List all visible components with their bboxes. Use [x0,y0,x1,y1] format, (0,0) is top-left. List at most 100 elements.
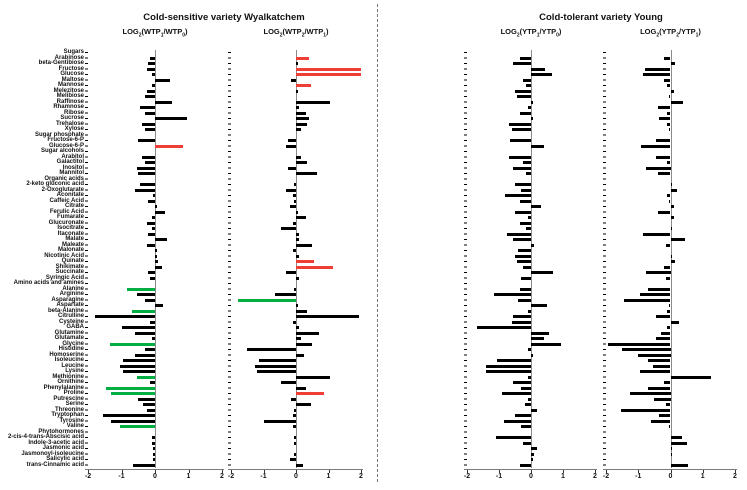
bar-melezitose-panel-1 [146,89,155,93]
bar-isoleucine-panel-3 [497,359,531,363]
bar-xylose-panel-4 [668,128,671,132]
row-label-citrate: Citrate [64,203,84,209]
bar-sucrose-panel-2 [296,117,309,121]
bar-putrescine-panel-1 [138,397,155,401]
bar-succinate-panel-2 [286,271,296,275]
bar-glucuronate-panel-1 [146,221,155,225]
bar-arabinose-panel-4 [664,56,671,60]
bar-arginine-panel-2 [274,293,296,297]
bar-homoserine-panel-2 [296,353,305,357]
bar-beta-gentibiose-panel-1 [148,62,155,66]
bar-fumarate-panel-2 [296,216,306,220]
bar-phenylalanine-panel-4 [647,386,671,390]
bar-rhamnose-panel-3 [527,106,531,110]
x-axis-panel-2 [228,468,363,470]
bar-isocitrate-panel-3 [526,227,531,231]
row-label-melezitose: Melezitose [53,87,84,94]
bar-citrate-panel-4 [670,205,674,209]
panel-title-log2-ytp2-ytp1-: LOG2(YTP2/YTP1) [640,27,701,39]
bar-raffinose-panel-1 [155,100,172,104]
bar-homoserine-panel-1 [134,353,155,357]
x-tick-panel-2 [328,469,330,473]
bar-rhamnose-panel-4 [657,106,671,110]
bar-gaba-panel-4 [667,326,671,330]
bar-beta-alanine-panel-3 [527,309,531,313]
bar-ribose-panel-1 [144,111,155,115]
x-tick-label-panel-3: 1 [561,472,565,480]
bar-raffinose-panel-4 [670,100,684,104]
bar-arabinose-panel-2 [296,56,309,60]
x-tick-panel-3 [563,469,564,473]
bar-salicylic-acid-panel-3 [531,458,533,462]
row-label-2-cis-4-trans-abscisic-acid: 2-cis-4-trans-Abscisic acid [7,434,84,440]
bar-syringic-acid-panel-3 [521,276,531,280]
bar-ornithine-panel-2 [281,381,296,385]
x-tick-label-panel-1: -2 [84,472,92,480]
x-tick-panel-1 [88,469,89,473]
row-label-arginine: Arginine [59,291,84,297]
bar-malonate-panel-3 [518,249,531,253]
group-title-wyalkatchem: Cold-sensitive variety Wyalkatchem [143,12,305,23]
bar-jasmonoyl-isoleucine-panel-2 [294,452,296,456]
bar-alanine-panel-4 [647,287,671,291]
bar-quinate-panel-1 [155,260,159,264]
bar-phenylalanine-panel-3 [521,386,531,390]
bar-tryptophan-panel-1 [103,414,155,418]
row-label-quinate: Quinate [61,258,84,264]
bar-raffinose-panel-2 [296,100,331,104]
row-label-ribose: Ribose [63,109,84,116]
x-tick-panel-1 [121,469,123,473]
bar-tyrosine-panel-3 [503,419,531,423]
bar-putrescine-panel-3 [527,397,531,401]
zero-axis-panel-4 [670,50,672,468]
bar-shikimate-panel-2 [296,265,334,269]
bar-alanine-panel-3 [519,287,531,291]
row-label-arabitol: Arabitol [61,153,84,160]
row-label-proline: Proline [63,390,84,396]
row-label-putrescine: Putrescine [53,395,84,402]
bar-isocitrate-panel-1 [151,227,155,231]
bar-trehalose-panel-1 [141,122,155,126]
bar-aconitate-panel-3 [505,194,531,198]
row-label-serine: Serine [65,401,84,407]
bar-malate-panel-2 [296,238,300,242]
bar-valine-panel-2 [292,425,296,429]
row-label-asparagine: Asparagine [51,296,84,303]
x-tick-panel-4 [735,469,736,473]
x-tick-label-panel-4: -2 [602,472,610,480]
bar-glucose-panel-4 [643,73,671,77]
x-tick-panel-3 [467,469,468,473]
bar-salicylic-acid-panel-2 [289,458,296,462]
bar-leucine-panel-2 [255,364,296,368]
row-ticks-panel-3 [464,50,467,468]
x-tick-label-panel-1: 2 [220,472,224,480]
bar-glutamate-panel-4 [655,337,671,341]
bar-citrulline-panel-4 [655,315,671,319]
bar-ferulic-acid-panel-1 [155,210,166,214]
bar-homoserine-panel-4 [638,353,671,357]
bar-melezitose-panel-4 [670,89,674,93]
bar-melibiose-panel-1 [144,95,155,99]
zero-axis-panel-2 [296,50,297,468]
bar-tryptophan-panel-4 [659,414,671,418]
bar-raffinose-panel-3 [531,100,533,104]
row-label-cysteine: Cysteine [58,318,84,325]
row-label-organic-acids: Organic acids [44,175,84,182]
bar-inositol-panel-3 [513,166,531,170]
bar-glucose-6-p-panel-4 [641,144,671,148]
bar-fructose-6-p-panel-3 [510,139,531,143]
row-label-caffeic-acid: Caffeic Acid [49,197,84,204]
bar-histidine-panel-3 [527,348,531,352]
bar-jasmonic-acid-panel-1 [153,447,155,451]
bar-mannitol-panel-4 [657,172,671,176]
x-tick-panel-3 [595,469,596,473]
bar-arabitol-panel-1 [141,155,155,159]
row-label-sucrose: Sucrose [60,115,84,121]
row-label-sugars: Sugars [63,49,84,55]
bar-2-oxoglutarate-panel-3 [521,188,531,192]
row-label-isoleucine: Isoleucine [54,357,84,363]
bar-malonate-panel-2 [292,249,296,253]
bar-methionine-panel-2 [296,375,331,379]
row-label-tyrosine: Tyrosine [59,417,84,424]
